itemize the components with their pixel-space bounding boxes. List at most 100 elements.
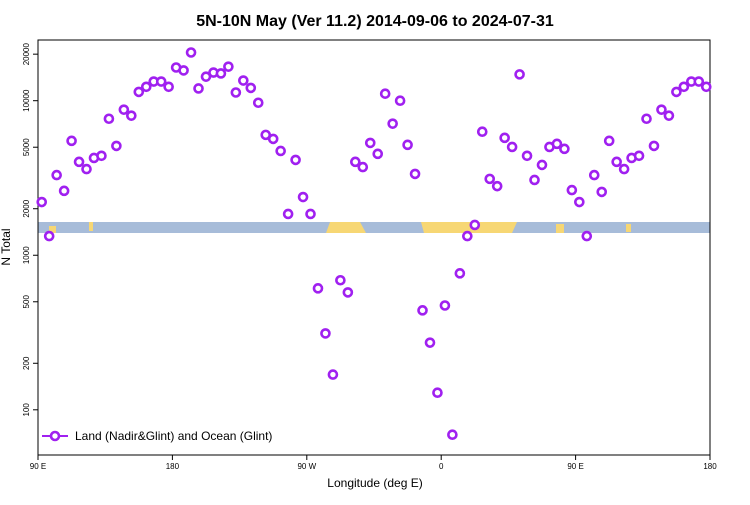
data-point (372, 148, 384, 160)
data-point (641, 113, 652, 125)
data-point (200, 71, 212, 82)
data-point (335, 274, 346, 286)
chart-title: 5N-10N May (Ver 11.2) 2014-09-06 to 2024… (196, 13, 554, 30)
data-point (58, 185, 70, 197)
data-point (290, 154, 301, 166)
data-point (566, 184, 578, 196)
data-point (282, 208, 294, 220)
x-tick-label: 90 E (30, 462, 46, 471)
data-point (357, 161, 369, 173)
land-patch (626, 224, 631, 232)
data-point (81, 163, 92, 175)
plot-frame (37, 39, 711, 456)
data-point (618, 163, 630, 175)
land-patch (421, 222, 517, 233)
data-point (424, 337, 436, 348)
data-point (267, 133, 279, 145)
y-axis-label: N Total (0, 228, 13, 265)
x-tick-label: 180 (166, 462, 180, 471)
y-tick-label: 200 (22, 356, 31, 370)
data-point (454, 268, 466, 279)
data-point (342, 287, 354, 298)
data-point (409, 168, 421, 180)
data-point (178, 65, 189, 76)
y-tick-label: 20000 (22, 42, 31, 65)
data-point (521, 150, 533, 162)
data-point (126, 110, 137, 121)
data-point (133, 86, 145, 98)
data-point (379, 88, 391, 99)
data-point (506, 141, 518, 153)
y-tick-label: 5000 (22, 138, 31, 156)
data-point (163, 81, 174, 93)
data-point (402, 139, 413, 151)
data-point (581, 230, 593, 242)
data-point (529, 174, 540, 186)
data-point (36, 196, 48, 208)
data-point (238, 75, 249, 86)
ocean-strip (38, 222, 710, 233)
data-point (663, 110, 675, 121)
data-point (514, 69, 525, 80)
data-point (305, 208, 316, 220)
data-point (499, 132, 510, 144)
y-tick-label: 100 (22, 403, 31, 417)
data-point (111, 140, 122, 152)
y-tick-label: 1000 (22, 246, 31, 264)
data-point (469, 219, 481, 231)
data-point (462, 230, 473, 242)
data-point (230, 87, 242, 98)
data-point (275, 145, 286, 157)
data-point (223, 61, 234, 72)
x-tick-label: 0 (439, 462, 444, 471)
data-point (484, 173, 496, 185)
data-point (574, 196, 585, 208)
data-point (559, 143, 570, 155)
data-point (394, 95, 406, 106)
data-point (476, 126, 488, 138)
land-ocean-strip (38, 222, 710, 233)
data-point (678, 81, 690, 93)
x-tick-label: 90 E (567, 462, 583, 471)
data-point (96, 150, 107, 162)
land-patch (89, 222, 93, 231)
y-tick-label: 500 (22, 295, 31, 309)
data-point (633, 150, 645, 162)
legend-marker (49, 430, 61, 442)
data-point (312, 283, 324, 294)
data-point (155, 76, 167, 87)
data-point (364, 137, 376, 149)
data-point (350, 156, 361, 168)
data-point (656, 104, 667, 115)
land-patch (326, 222, 366, 233)
x-tick-label: 180 (703, 462, 717, 471)
data-point (603, 135, 615, 147)
data-point (536, 159, 548, 171)
data-point (417, 305, 428, 316)
x-tick-label: 90 W (297, 462, 316, 471)
data-point (671, 86, 682, 98)
land-patch (556, 224, 564, 233)
data-point (118, 104, 130, 115)
data-point (439, 300, 451, 311)
x-axis-label: Longitude (deg E) (327, 476, 422, 490)
data-point (140, 81, 152, 93)
data-point (245, 82, 257, 94)
data-point (611, 156, 622, 168)
data-point (193, 83, 204, 94)
data-point (432, 387, 443, 399)
data-point (700, 81, 712, 93)
data-point (327, 369, 339, 380)
legend-label: Land (Nadir&Glint) and Ocean (Glint) (75, 429, 272, 443)
data-point (551, 138, 563, 150)
data-point (387, 118, 398, 129)
y-tick-label: 2000 (22, 199, 31, 217)
data-point (43, 230, 55, 242)
data-point (260, 129, 272, 141)
y-tick-label: 10000 (22, 89, 31, 112)
data-point (297, 191, 309, 203)
data-point (693, 76, 705, 87)
data-point (491, 180, 503, 192)
data-point (51, 169, 62, 181)
